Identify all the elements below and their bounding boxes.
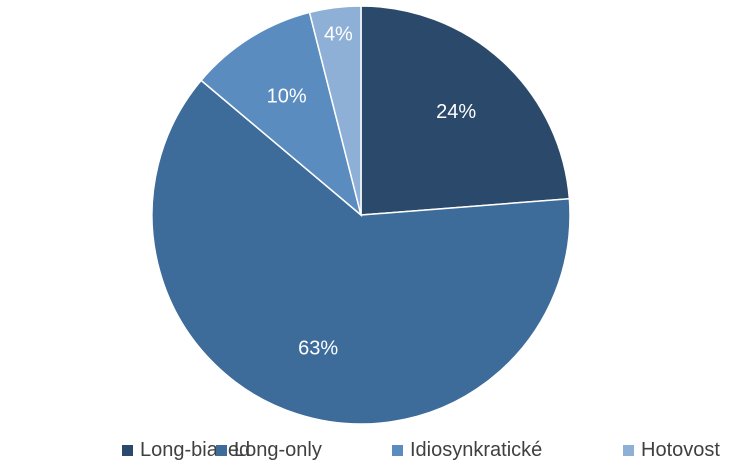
pie-slice-idiosynkraticke <box>200 11 363 218</box>
legend-item-idiosynkraticke: Idiosynkratické <box>392 438 542 462</box>
legend-label-hotovost: Hotovost <box>641 438 720 461</box>
pie-slices <box>151 5 571 425</box>
pie-data-labels: 24% 63% 10% 4% <box>267 24 477 360</box>
legend-swatch-hotovost <box>623 444 634 456</box>
chart-legend: Long-biased Long-only Idiosynkratické Ho… <box>0 438 744 462</box>
data-label-idiosynkraticke: 10% <box>267 85 307 107</box>
legend-swatch-long-only <box>216 444 227 456</box>
legend-item-hotovost: Hotovost <box>623 438 720 462</box>
data-label-long-only: 63% <box>298 337 338 359</box>
pie-slice-long-biased <box>360 5 571 216</box>
pie-slice-hotovost <box>308 5 362 216</box>
legend-label-idiosynkraticke: Idiosynkratické <box>410 438 543 461</box>
data-label-hotovost: 4% <box>324 24 353 46</box>
legend-item-long-only: Long-only <box>216 438 322 462</box>
legend-swatch-long-biased <box>122 444 133 456</box>
pie-slice-long-only <box>151 79 571 425</box>
data-label-long-biased: 24% <box>436 101 476 123</box>
legend-label-long-only: Long-only <box>234 438 322 461</box>
legend-swatch-idiosynkraticke <box>392 444 403 456</box>
